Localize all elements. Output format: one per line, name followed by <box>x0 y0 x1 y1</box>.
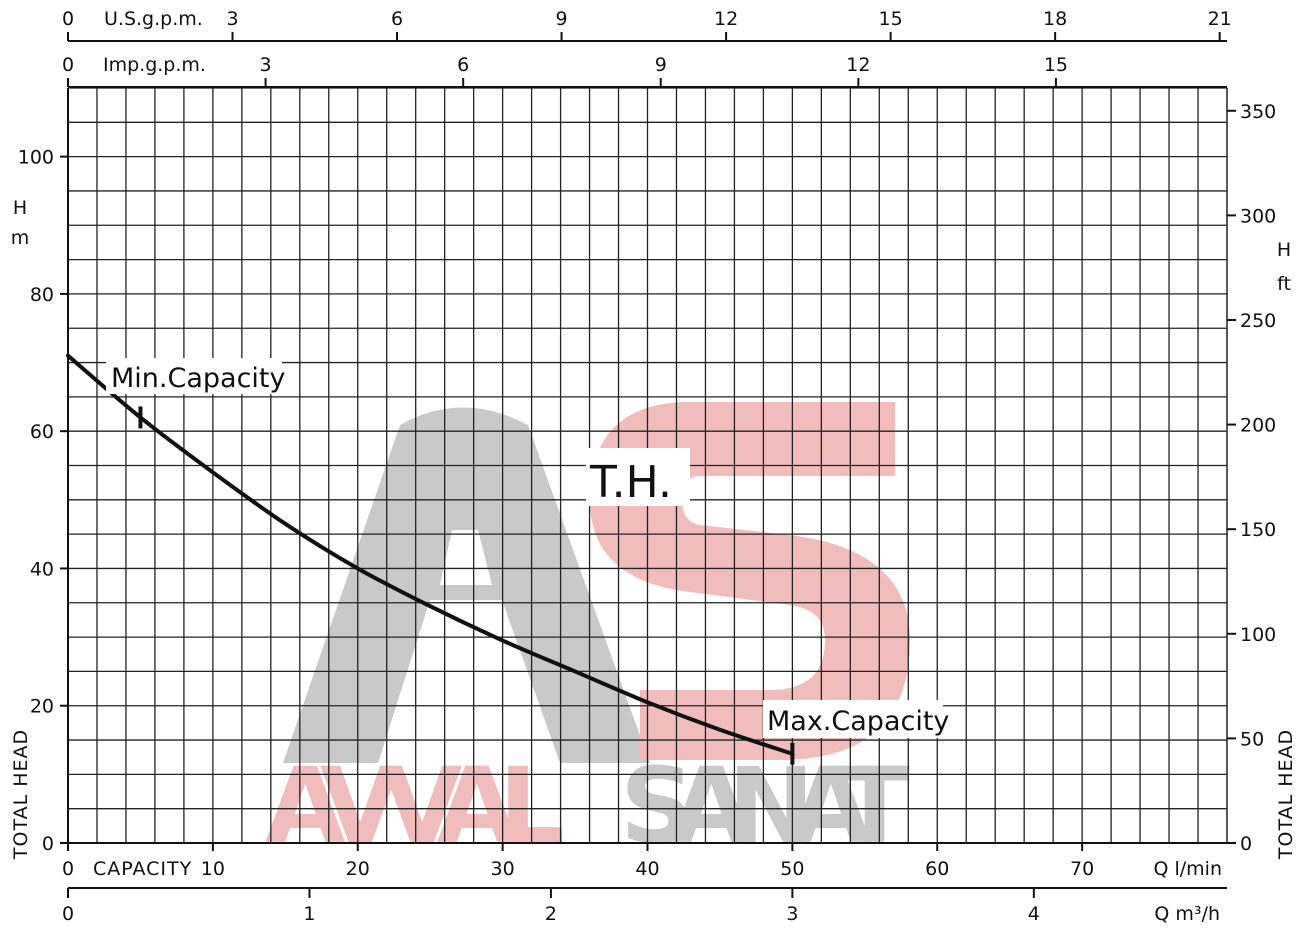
x-m3h-tick-label: 3 <box>786 903 798 925</box>
x-impgpm-tick-label: 12 <box>846 54 870 76</box>
x-usgpm-tick-label: 21 <box>1208 8 1232 30</box>
x-lmin-tick-label: 20 <box>346 858 370 880</box>
x-lmin-unit: Q l/min <box>1153 858 1222 880</box>
x-lmin-tick-label: 0 <box>62 858 74 880</box>
watermark-letter-a-counter <box>440 530 492 585</box>
series-line-0 <box>66 353 795 756</box>
x-impgpm-tick-label: 9 <box>655 54 667 76</box>
x-usgpm-tick-label: 3 <box>226 8 238 30</box>
x-impgpm-tick-label: 3 <box>260 54 272 76</box>
curve-label-bg <box>586 448 690 506</box>
y-ft-unit-bottom: ft <box>1277 273 1291 295</box>
min-capacity-label-bg <box>106 358 282 394</box>
x-impgpm-tick-label: 0 <box>62 54 74 76</box>
y-ft-tick-label: 50 <box>1240 728 1264 750</box>
y-m-axis-title: TOTAL HEAD <box>10 729 32 860</box>
watermark-word-sanat: SANAT <box>620 745 910 867</box>
y-ft-tick-label: 300 <box>1240 205 1276 227</box>
min-capacity-label: Min.Capacity <box>111 363 286 394</box>
x-m3h-tick-label: 2 <box>545 903 557 925</box>
x-usgpm-unit: U.S.g.p.m. <box>104 8 203 30</box>
x-m3h-tick-label: 0 <box>62 903 74 925</box>
x-usgpm-tick-label: 6 <box>391 8 403 30</box>
max-capacity-label-bg <box>763 700 943 738</box>
curve-layer <box>66 353 795 756</box>
y-m-tick-label: 20 <box>30 696 54 718</box>
y-ft-tick-label: 100 <box>1240 624 1276 646</box>
x-impgpm-tick-label: 6 <box>457 54 469 76</box>
x-impgpm-tick-label: 15 <box>1044 54 1068 76</box>
x-impgpm-unit: Imp.g.p.m. <box>103 54 206 76</box>
y-m-unit-top: H <box>13 197 27 219</box>
max-capacity-label: Max.Capacity <box>767 706 949 737</box>
x-lmin-tick-label: 30 <box>491 858 515 880</box>
y-m-tick-label: 100 <box>18 147 54 169</box>
watermark-letter-a-shape <box>283 407 650 763</box>
x-m3h-tick-label: 1 <box>303 903 315 925</box>
grid <box>67 87 1228 844</box>
x-lmin-tick-label: 50 <box>780 858 804 880</box>
y-m-unit-bottom: m <box>11 227 30 249</box>
x-m3h-unit: Q m³/h <box>1154 903 1220 925</box>
y-m-tick-label: 80 <box>30 284 54 306</box>
x-usgpm-tick-label: 12 <box>714 8 738 30</box>
x-usgpm-tick-label: 15 <box>879 8 903 30</box>
x-usgpm-tick-label: 18 <box>1043 8 1067 30</box>
y-ft-tick-label: 150 <box>1240 519 1276 541</box>
x-usgpm-tick-label: 0 <box>62 8 74 30</box>
y-ft-tick-label: 0 <box>1240 833 1252 855</box>
y-ft-tick-label: 350 <box>1240 101 1276 123</box>
x-lmin-tick-label: 60 <box>925 858 949 880</box>
y-ft-tick-label: 250 <box>1240 310 1276 332</box>
watermark-word-avval: AVVAL <box>265 745 565 867</box>
y-m-tick-label: 40 <box>30 558 54 580</box>
x-lmin-tick-label: 10 <box>201 858 225 880</box>
curve-label-th: T.H. <box>589 457 672 508</box>
y-ft-axis-title: TOTAL HEAD <box>1275 729 1297 860</box>
y-ft-unit-top: H <box>1277 239 1291 261</box>
x-usgpm-tick-label: 9 <box>556 8 568 30</box>
y-m-tick-label: 60 <box>30 421 54 443</box>
x-m3h-tick-label: 4 <box>1028 903 1040 925</box>
label-layer: Min.Capacity Max.Capacity T.H. <box>106 358 949 765</box>
y-ft-tick-label: 200 <box>1240 415 1276 437</box>
x-lmin-tick-label: 40 <box>635 858 659 880</box>
x-lmin-axis-title: CAPACITY <box>93 858 192 880</box>
x-lmin-tick-label: 70 <box>1070 858 1094 880</box>
y-m-tick-label: 0 <box>42 833 54 855</box>
